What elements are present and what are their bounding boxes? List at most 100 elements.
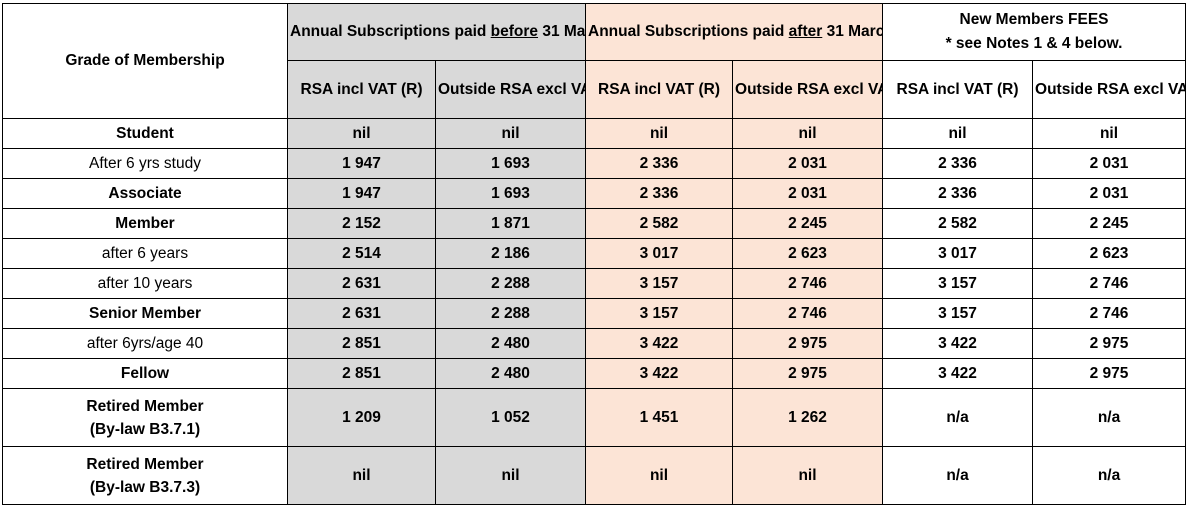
- fee-cell: n/a: [1032, 388, 1187, 447]
- fee-cell: 2 631: [287, 268, 436, 299]
- fee-cell: 2 631: [287, 298, 436, 329]
- fee-cell: 3 422: [882, 328, 1034, 359]
- fee-cell: 2 480: [434, 358, 587, 389]
- table-row: After 6 yrs study 1 947 1 693 2 336 2 031 2 3…: [2, 148, 1187, 179]
- fee-cell: 2 746: [732, 268, 884, 299]
- group-before-suffix: 31 March 2026: [542, 23, 586, 40]
- fee-cell: 3 422: [585, 328, 734, 359]
- grade-cell: Member: [2, 208, 288, 239]
- fee-cell: nil: [732, 446, 884, 505]
- fee-cell: 2 746: [1032, 268, 1187, 299]
- table-row: after 6 years 2 514 2 186 3 017 2 623 3 017 2 …: [2, 238, 1187, 269]
- fee-cell: 2 975: [732, 358, 884, 389]
- fee-cell: 2 336: [882, 148, 1034, 179]
- grade-label: Member: [115, 214, 175, 232]
- subheader-before-outside: Outside RSA excl VAT (R): [434, 60, 587, 119]
- grade-label: After 6 yrs study: [89, 154, 201, 172]
- grade-cell: Retired Member (By-law B3.7.1): [2, 388, 288, 447]
- fee-cell: 2 186: [434, 238, 587, 269]
- grade-cell: after 10 years: [2, 268, 288, 299]
- subheader-before-rsa: RSA incl VAT (R): [287, 60, 436, 119]
- subheader-after-rsa: RSA incl VAT (R): [585, 60, 734, 119]
- table-row: Student nil nil nil nil nil nil: [2, 118, 1187, 149]
- fee-cell: 3 157: [585, 268, 734, 299]
- fee-cell: 2 336: [882, 178, 1034, 209]
- fee-cell: 2 245: [732, 208, 884, 239]
- grade-label: Student: [116, 124, 174, 142]
- fee-cell: nil: [882, 118, 1034, 149]
- fee-cell: 2 031: [732, 148, 884, 179]
- grade-label: after 6 years: [101, 244, 189, 262]
- fee-cell: 2 975: [732, 328, 884, 359]
- grade-cell: Fellow: [2, 358, 288, 389]
- fee-cell: 2 288: [434, 298, 587, 329]
- fee-cell: n/a: [1032, 446, 1187, 505]
- fee-cell: nil: [732, 118, 884, 149]
- fee-cell: 3 422: [585, 358, 734, 389]
- table-row: Fellow 2 851 2 480 3 422 2 975 3 422 2 975: [2, 358, 1187, 389]
- table-row: Member 2 152 1 871 2 582 2 245 2 582 2 245: [2, 208, 1187, 239]
- table-row: Retired Member (By-law B3.7.3) nil nil nil ni…: [2, 446, 1187, 505]
- fee-cell: 1 262: [732, 388, 884, 447]
- group-header-after: Annual Subscriptions paid after 31 March…: [585, 3, 884, 61]
- table-row: Retired Member (By-law B3.7.1) 1 209 1 052 1…: [2, 388, 1187, 447]
- group-before-emph: before: [490, 23, 539, 40]
- grade-cell: Student: [2, 118, 288, 149]
- group-after-prefix: Annual Subscriptions paid: [588, 23, 789, 40]
- fee-cell: 2 514: [287, 238, 436, 269]
- fee-cell: 2 582: [882, 208, 1034, 239]
- fee-cell: 2 245: [1032, 208, 1187, 239]
- table-row: after 10 years 2 631 2 288 3 157 2 746 3 157 2…: [2, 268, 1187, 299]
- grade-cell: After 6 yrs study: [2, 148, 288, 179]
- fee-cell: n/a: [882, 446, 1034, 505]
- grade-cell: Senior Member: [2, 298, 288, 329]
- fee-cell: 2 288: [434, 268, 587, 299]
- fee-cell: 3 017: [585, 238, 734, 269]
- fee-cell: 3 422: [882, 358, 1034, 389]
- grade-cell: after 6 years: [2, 238, 288, 269]
- membership-fees-table: Grade of Membership Annual Subscriptions…: [2, 3, 1187, 505]
- grade-label: after 6yrs/age 40: [86, 334, 204, 352]
- fee-cell: 2 746: [1032, 298, 1187, 329]
- fee-cell: nil: [287, 118, 436, 149]
- group-after-emph: after: [788, 23, 823, 40]
- grade-cell: after 6yrs/age 40: [2, 328, 288, 359]
- fee-cell: 2 031: [1032, 148, 1187, 179]
- subheader-after-outside: Outside RSA excl VAT ( R ): [732, 60, 884, 119]
- fee-cell: n/a: [882, 388, 1034, 447]
- fee-cell: 2 031: [732, 178, 884, 209]
- group-new-line1: New Members FEES: [959, 11, 1109, 28]
- fee-cell: 1 947: [287, 148, 436, 179]
- fee-cell: nil: [434, 446, 587, 505]
- table-row: Associate 1 947 1 693 2 336 2 031 2 336 2 031: [2, 178, 1187, 209]
- group-before-prefix: Annual Subscriptions paid: [290, 23, 491, 40]
- group-header-new-members: New Members FEES * see Notes 1 & 4 below…: [882, 3, 1187, 61]
- fee-cell: 2 746: [732, 298, 884, 329]
- group-after-suffix: 31 March 2026: [826, 23, 882, 40]
- fee-cell: 1 693: [434, 178, 587, 209]
- grade-of-membership-header: Grade of Membership: [2, 3, 288, 119]
- grade-label: Retired Member: [86, 455, 204, 473]
- grade-label-bylaw: (By-law B3.7.1): [89, 420, 201, 438]
- fee-cell: nil: [585, 118, 734, 149]
- fee-cell: 2 851: [287, 358, 436, 389]
- fee-cell: nil: [585, 446, 734, 505]
- fee-cell: 2 623: [732, 238, 884, 269]
- fee-cell: 2 336: [585, 148, 734, 179]
- fee-cell: 1 052: [434, 388, 587, 447]
- fee-cell: 2 623: [1032, 238, 1187, 269]
- fee-cell: nil: [287, 446, 436, 505]
- fee-cell: 2 582: [585, 208, 734, 239]
- fee-cell: 2 851: [287, 328, 436, 359]
- fee-cell: nil: [1032, 118, 1187, 149]
- fee-cell: 1 209: [287, 388, 436, 447]
- fee-cell: 2 975: [1032, 328, 1187, 359]
- table-row: after 6yrs/age 40 2 851 2 480 3 422 2 975 3 4…: [2, 328, 1187, 359]
- fee-cell: 1 871: [434, 208, 587, 239]
- grade-label: Retired Member: [86, 397, 204, 415]
- table-row: Senior Member 2 631 2 288 3 157 2 746 3 157 2 …: [2, 298, 1187, 329]
- fee-cell: 3 157: [882, 298, 1034, 329]
- fee-cell: 1 451: [585, 388, 734, 447]
- fee-cell: 2 975: [1032, 358, 1187, 389]
- fee-cell: 2 152: [287, 208, 436, 239]
